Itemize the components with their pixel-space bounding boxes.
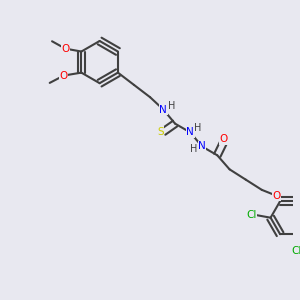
Text: H: H	[194, 123, 201, 133]
Text: Cl: Cl	[291, 246, 300, 256]
Text: H: H	[190, 144, 197, 154]
Text: H: H	[168, 101, 175, 111]
Text: N: N	[198, 142, 206, 152]
Text: N: N	[160, 105, 167, 115]
Text: O: O	[220, 134, 228, 144]
Text: O: O	[61, 44, 69, 54]
Text: O: O	[60, 70, 68, 81]
Text: S: S	[157, 127, 164, 137]
Text: O: O	[272, 191, 281, 201]
Text: Cl: Cl	[246, 210, 257, 220]
Text: N: N	[186, 128, 194, 137]
